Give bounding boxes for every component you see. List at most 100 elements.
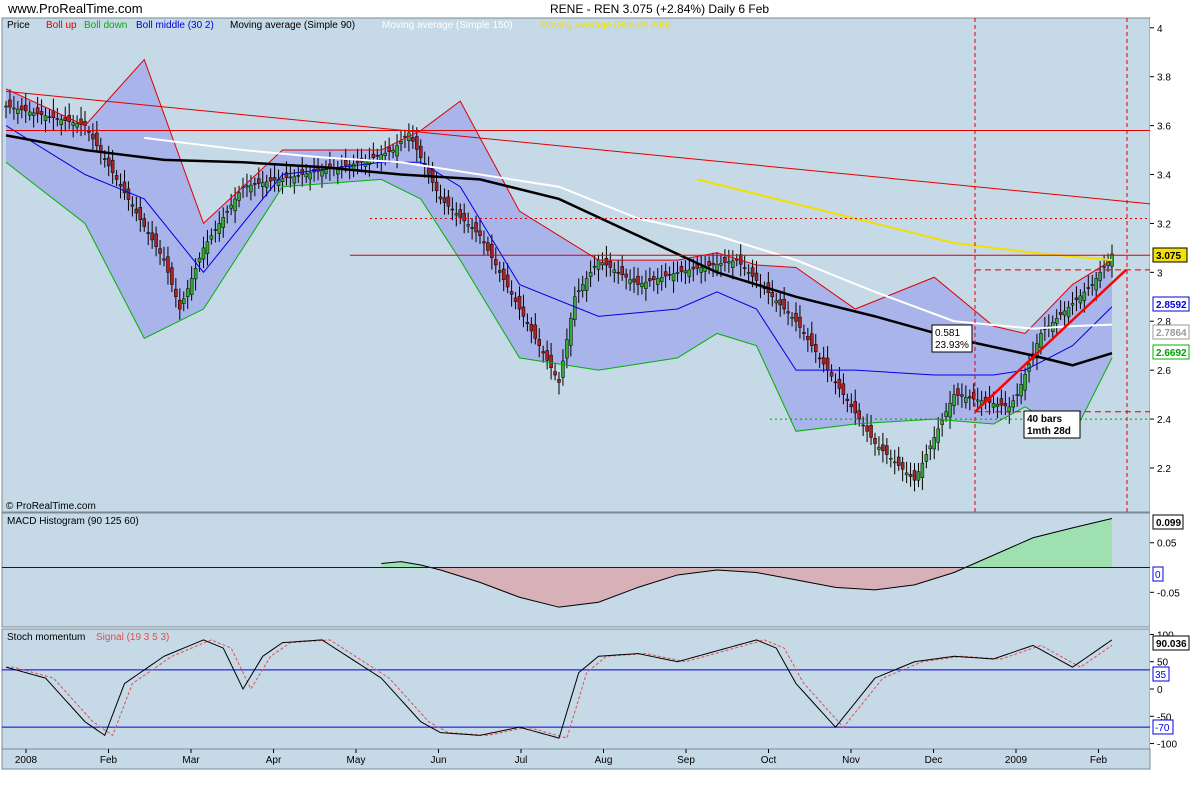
candle-body — [395, 145, 399, 157]
candle-body — [1078, 295, 1083, 304]
candle-body — [170, 267, 174, 285]
candle-body — [517, 296, 522, 310]
candle-body — [659, 276, 664, 282]
candle-body — [257, 178, 261, 184]
candle-body — [411, 137, 415, 142]
candle-body — [1007, 406, 1012, 413]
candle-body — [399, 141, 403, 144]
uptrend-line — [974, 268, 1127, 413]
date-axis-strip — [1, 748, 1151, 770]
candle-body — [584, 278, 589, 291]
candle-body — [264, 181, 269, 188]
candle-body — [600, 262, 605, 266]
candle-body — [343, 160, 348, 166]
candle-body — [742, 267, 747, 269]
candle-body — [166, 256, 170, 273]
candle-body — [893, 461, 897, 464]
candle-body — [134, 208, 139, 214]
macd-title: MACD Histogram (90 125 60) — [7, 516, 139, 527]
candle-body — [770, 292, 775, 298]
candle-body — [1062, 310, 1067, 316]
stoch-tick-label: 50 — [1157, 658, 1169, 669]
candle-body — [877, 446, 881, 450]
candle-body — [908, 474, 913, 477]
site-name[interactable]: www.ProRealTime.com — [8, 1, 143, 16]
candle-body — [391, 149, 395, 153]
candle-body — [375, 154, 380, 157]
price-tick-label: 2.2 — [1157, 464, 1171, 475]
macd-positive-area — [381, 518, 1112, 568]
candle-body — [474, 222, 478, 233]
candle-body — [833, 381, 838, 384]
candle-body — [426, 167, 431, 175]
price-tick-label: 2.6 — [1157, 366, 1171, 377]
candle-body — [205, 241, 210, 254]
candle-body — [640, 283, 644, 288]
candle-body — [711, 262, 715, 266]
candle-body — [43, 115, 48, 121]
candle-body — [616, 271, 620, 274]
tag-stoch: 90.036 — [1156, 639, 1187, 650]
candle-body — [580, 284, 585, 292]
candle-body — [505, 274, 510, 288]
candle-body — [55, 118, 60, 120]
candle-body — [103, 158, 107, 160]
candle-body — [782, 298, 786, 310]
tag-macd: 0.099 — [1156, 518, 1181, 529]
candle-body — [454, 213, 459, 216]
candle-body — [746, 272, 751, 274]
date-tick-label: Dec — [925, 755, 943, 766]
candle-body — [1054, 318, 1059, 324]
candle-body — [525, 322, 530, 324]
candle-body — [778, 299, 782, 306]
date-tick-label: Sep — [677, 755, 695, 766]
candle-body — [1015, 394, 1019, 396]
legend-ma90: Moving average (Simple 90) — [230, 20, 355, 31]
axes: 2.22.42.62.833.23.43.63.840.05-0.0510050… — [15, 24, 1180, 766]
bars-count: 40 bars — [1027, 414, 1062, 425]
stoch-tick-label: 0 — [1157, 685, 1163, 696]
candle-body — [446, 196, 451, 207]
macd-outline — [381, 517, 1113, 608]
price-legend: Price Boll up Boll down Boll middle (30 … — [7, 20, 671, 31]
candle-body — [182, 298, 186, 304]
candle-body — [482, 241, 486, 244]
tag-boll-mid: 2.8592 — [1156, 300, 1187, 311]
candle-body — [790, 316, 794, 319]
candle-body — [462, 213, 466, 222]
candle-body — [1066, 306, 1071, 318]
date-tick-label: Feb — [100, 755, 118, 766]
candle-body — [31, 112, 36, 116]
candle-body — [253, 183, 257, 185]
candle-body — [865, 425, 869, 432]
date-tick-label: Jul — [515, 755, 528, 766]
candle-body — [229, 204, 233, 209]
candle-body — [881, 444, 885, 452]
candle-body — [249, 184, 253, 193]
candle-body — [948, 402, 952, 418]
candle-body — [802, 332, 806, 334]
stoch-value-tags: 90.036 35 -70 — [1152, 635, 1190, 735]
candle-body — [786, 311, 790, 314]
candle-body — [8, 99, 12, 108]
candle-body — [486, 242, 490, 251]
candle-body — [367, 158, 372, 165]
macd-tick-label: 0.05 — [1157, 539, 1177, 550]
candle-body — [936, 428, 940, 443]
candle-body — [814, 344, 818, 353]
candle-body — [118, 184, 123, 187]
legend-boll-middle: Boll middle (30 2) — [136, 20, 214, 31]
candle-body — [24, 104, 28, 112]
candle-body — [284, 172, 289, 179]
candle-body — [624, 273, 628, 278]
tag-macd-zero: 0 — [1155, 570, 1161, 581]
candle-body — [122, 181, 127, 194]
candle-body — [956, 388, 960, 396]
candle-body — [355, 160, 360, 164]
date-tick-label: Oct — [761, 755, 777, 766]
candle-body — [178, 299, 182, 310]
candle-body — [1058, 312, 1063, 315]
candle-body — [671, 273, 676, 282]
candle-body — [442, 197, 447, 203]
stoch-signal-title: Signal (19 3 5 3) — [96, 632, 169, 643]
